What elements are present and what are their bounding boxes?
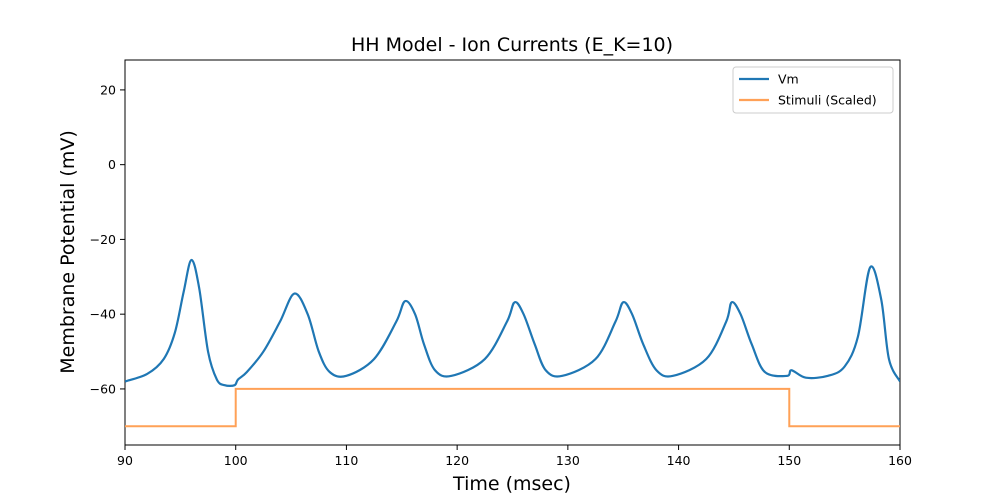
x-tick-label: 130	[556, 453, 580, 468]
x-tick-label: 160	[888, 453, 912, 468]
plot-frame	[124, 59, 901, 446]
x-tick-label: 120	[445, 453, 469, 468]
chart-title: HH Model - Ion Currents (E_K=10)	[351, 34, 673, 56]
legend-label-stimuli: Stimuli (Scaled)	[778, 93, 877, 108]
y-tick-label: −60	[90, 381, 116, 396]
series-line-stimuli	[125, 387, 900, 428]
legend-frame	[732, 66, 894, 114]
y-tick-label: 0	[108, 157, 116, 172]
x-tick-label: 90	[117, 453, 133, 468]
series-layer	[125, 258, 900, 428]
y-axis-title: Membrane Potential (mV)	[57, 130, 79, 373]
x-tick-label: 100	[224, 453, 248, 468]
plot-area	[124, 59, 901, 446]
y-tick-label: −20	[90, 232, 116, 247]
y-axis: −60 −40 −20 0 20	[90, 82, 125, 396]
y-tick-label: −40	[90, 307, 116, 322]
legend-label-vm: Vm	[778, 72, 799, 87]
x-tick-label: 110	[334, 453, 358, 468]
x-axis-title: Time (msec)	[452, 473, 571, 495]
y-tick-label: 20	[100, 82, 116, 97]
series-line-vm	[125, 258, 900, 387]
x-tick-label: 140	[667, 453, 691, 468]
x-tick-label: 150	[777, 453, 801, 468]
x-axis: 90 100 110 120 130 140 150 160	[117, 445, 912, 468]
legend: Vm Stimuli (Scaled)	[732, 66, 894, 114]
